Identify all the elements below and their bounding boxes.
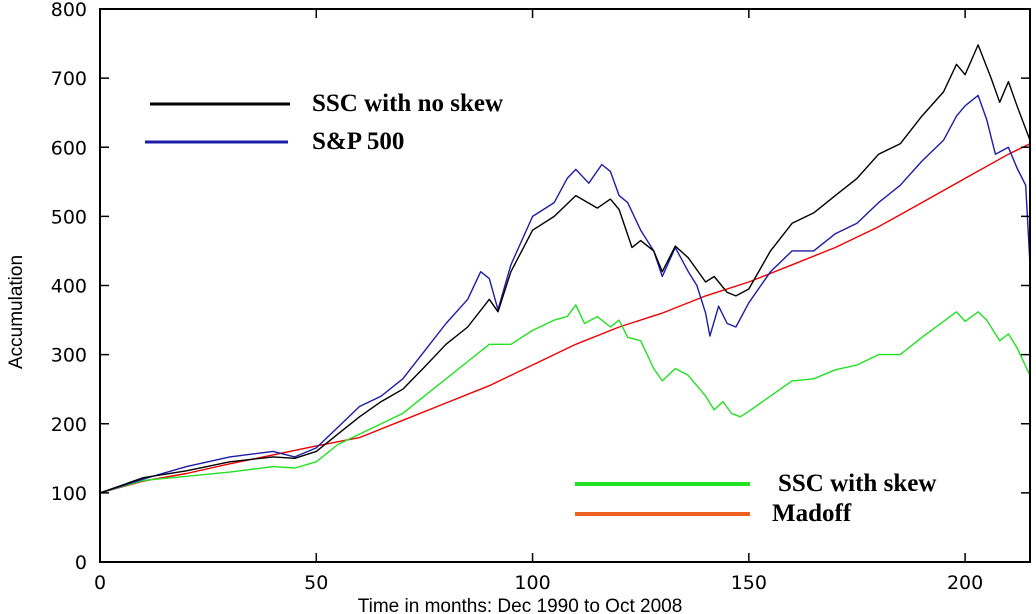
y-tick-label: 300	[51, 345, 87, 367]
legend-label: SSC with no skew	[312, 90, 503, 117]
legend-label: S&P 500	[312, 128, 404, 155]
y-tick-label: 200	[51, 414, 87, 436]
series-line-madoff	[99, 143, 1031, 494]
legend-label: SSC with skew	[778, 470, 936, 497]
series-line-ssc-with-no-skew	[99, 44, 1031, 494]
y-tick-label: 600	[51, 137, 87, 159]
legend-label: Madoff	[772, 500, 852, 527]
y-tick-label: 800	[51, 0, 87, 21]
series-line-ssc-with-skew	[99, 304, 1031, 494]
x-tick-label: 0	[94, 572, 106, 594]
y-axis-label: Accumulation	[6, 255, 27, 369]
x-tick-label: 50	[304, 572, 328, 594]
x-tick-label: 200	[947, 572, 983, 594]
x-tick-label: 150	[731, 572, 767, 594]
plot-area	[99, 44, 1031, 494]
x-axis-label: Time in months: Dec 1990 to Oct 2008	[358, 596, 683, 614]
y-tick-label: 500	[51, 206, 87, 228]
series-line-s-p-500	[99, 94, 1031, 494]
y-tick-label: 700	[51, 68, 87, 90]
y-tick-label: 100	[51, 483, 87, 505]
x-tick-label: 100	[514, 572, 550, 594]
y-tick-label: 400	[51, 276, 87, 298]
y-tick-label: 0	[75, 552, 87, 574]
